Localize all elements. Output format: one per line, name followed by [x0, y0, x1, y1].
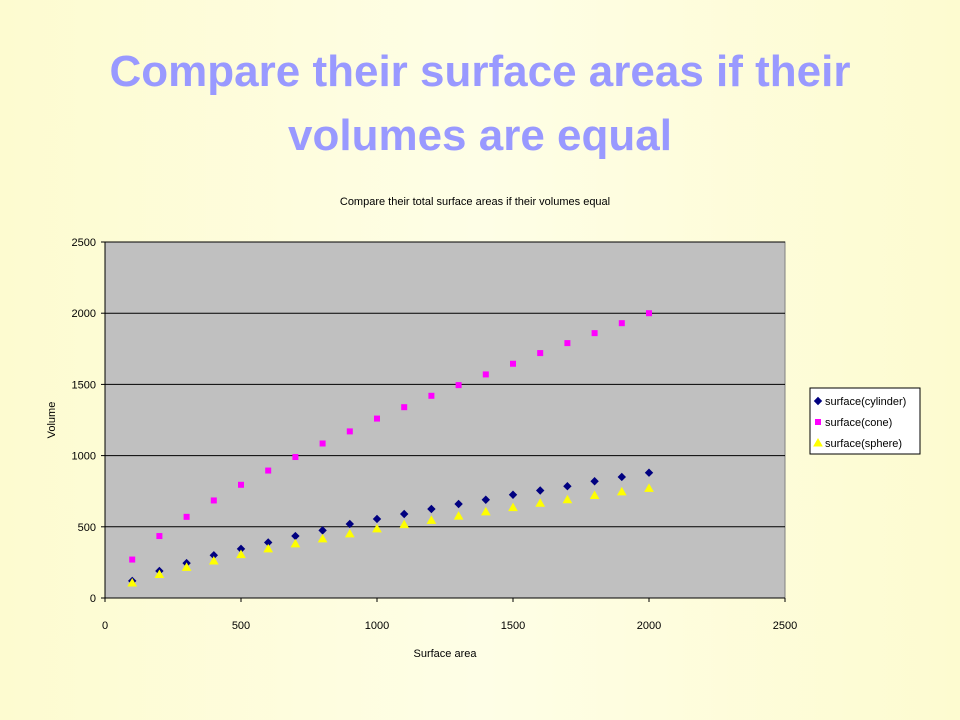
slide-title-line-1: Compare their surface areas if their	[109, 47, 851, 96]
data-point-series-1	[346, 428, 353, 435]
data-point-series-2	[562, 494, 573, 504]
legend-box	[809, 387, 921, 455]
data-point-series-2	[426, 515, 437, 524]
y-tick-label: 500	[78, 522, 96, 534]
data-point-series-2	[644, 483, 654, 492]
data-point-series-2	[508, 502, 518, 512]
y-tick-label: 0	[90, 593, 96, 605]
data-point-series-1	[292, 454, 299, 461]
data-point-series-2	[317, 533, 328, 543]
data-point-series-1	[455, 382, 462, 389]
data-point-series-2	[208, 555, 219, 565]
data-point-series-2	[616, 486, 627, 496]
data-point-series-2	[263, 543, 274, 553]
data-point-series-1	[564, 340, 571, 347]
data-point-series-1	[537, 350, 544, 357]
data-point-series-1	[646, 310, 652, 317]
data-point-series-0	[644, 468, 654, 477]
data-point-series-2	[589, 490, 600, 499]
data-point-series-0	[535, 486, 545, 495]
y-tick-label: 2000	[72, 308, 96, 320]
data-point-series-2	[535, 498, 546, 507]
data-point-series-0	[345, 519, 355, 529]
data-point-series-0	[563, 482, 572, 491]
data-point-series-1	[482, 371, 489, 378]
plot-area	[104, 241, 786, 599]
data-point-series-2	[372, 523, 382, 533]
data-point-series-2	[154, 569, 165, 579]
y-axis-label: Volume	[46, 402, 58, 439]
legend-label-0: surface(cylinder)	[825, 396, 906, 408]
data-point-series-1	[591, 330, 598, 337]
data-point-series-0	[481, 495, 491, 504]
data-point-series-0	[427, 504, 436, 514]
data-point-series-2	[344, 528, 355, 538]
data-point-series-0	[508, 490, 518, 499]
data-point-series-1	[401, 404, 408, 411]
data-point-series-1	[618, 320, 625, 327]
data-point-series-0	[590, 477, 599, 486]
data-point-series-2	[127, 578, 138, 587]
x-tick-label: 2000	[637, 620, 661, 632]
x-tick-label: 1500	[501, 620, 525, 632]
data-point-series-2	[453, 511, 464, 520]
data-point-series-0	[454, 499, 463, 509]
data-point-series-0	[399, 509, 409, 519]
legend-marker-2	[813, 437, 823, 447]
slide-title-line-2: volumes are equal	[288, 111, 672, 160]
legend-label-1: surface(cone)	[825, 417, 892, 429]
data-point-series-1	[210, 497, 217, 504]
y-tick-label: 1000	[72, 451, 96, 463]
data-point-series-1	[374, 415, 380, 422]
legend-marker-0	[813, 396, 823, 406]
legend-marker-1	[815, 419, 821, 425]
data-point-series-1	[510, 360, 516, 367]
x-axis-label: Surface area	[414, 648, 478, 660]
data-point-series-1	[265, 467, 272, 474]
data-point-series-1	[183, 513, 190, 520]
x-tick-label: 0	[102, 620, 108, 632]
data-point-series-2	[399, 519, 410, 529]
data-point-series-1	[129, 556, 136, 563]
data-point-series-1	[319, 440, 326, 447]
x-tick-label: 1000	[365, 620, 389, 632]
data-point-series-0	[318, 526, 327, 535]
data-point-series-0	[372, 514, 382, 524]
slide-title: Compare their surface areas if their vol…	[60, 40, 900, 168]
data-point-series-1	[428, 392, 435, 399]
y-tick-label: 2500	[72, 237, 96, 249]
x-tick-label: 500	[232, 620, 250, 632]
data-point-series-1	[156, 533, 163, 540]
legend-label-2: surface(sphere)	[825, 438, 902, 450]
data-point-series-2	[480, 506, 491, 516]
x-tick-label: 2500	[773, 620, 797, 632]
data-point-series-0	[617, 472, 627, 482]
y-tick-label: 1500	[72, 379, 96, 391]
data-point-series-2	[236, 549, 246, 559]
data-point-series-2	[181, 562, 192, 571]
data-point-series-2	[290, 538, 301, 548]
data-point-series-1	[238, 481, 244, 488]
chart-title: Compare their total surface areas if the…	[340, 196, 610, 208]
